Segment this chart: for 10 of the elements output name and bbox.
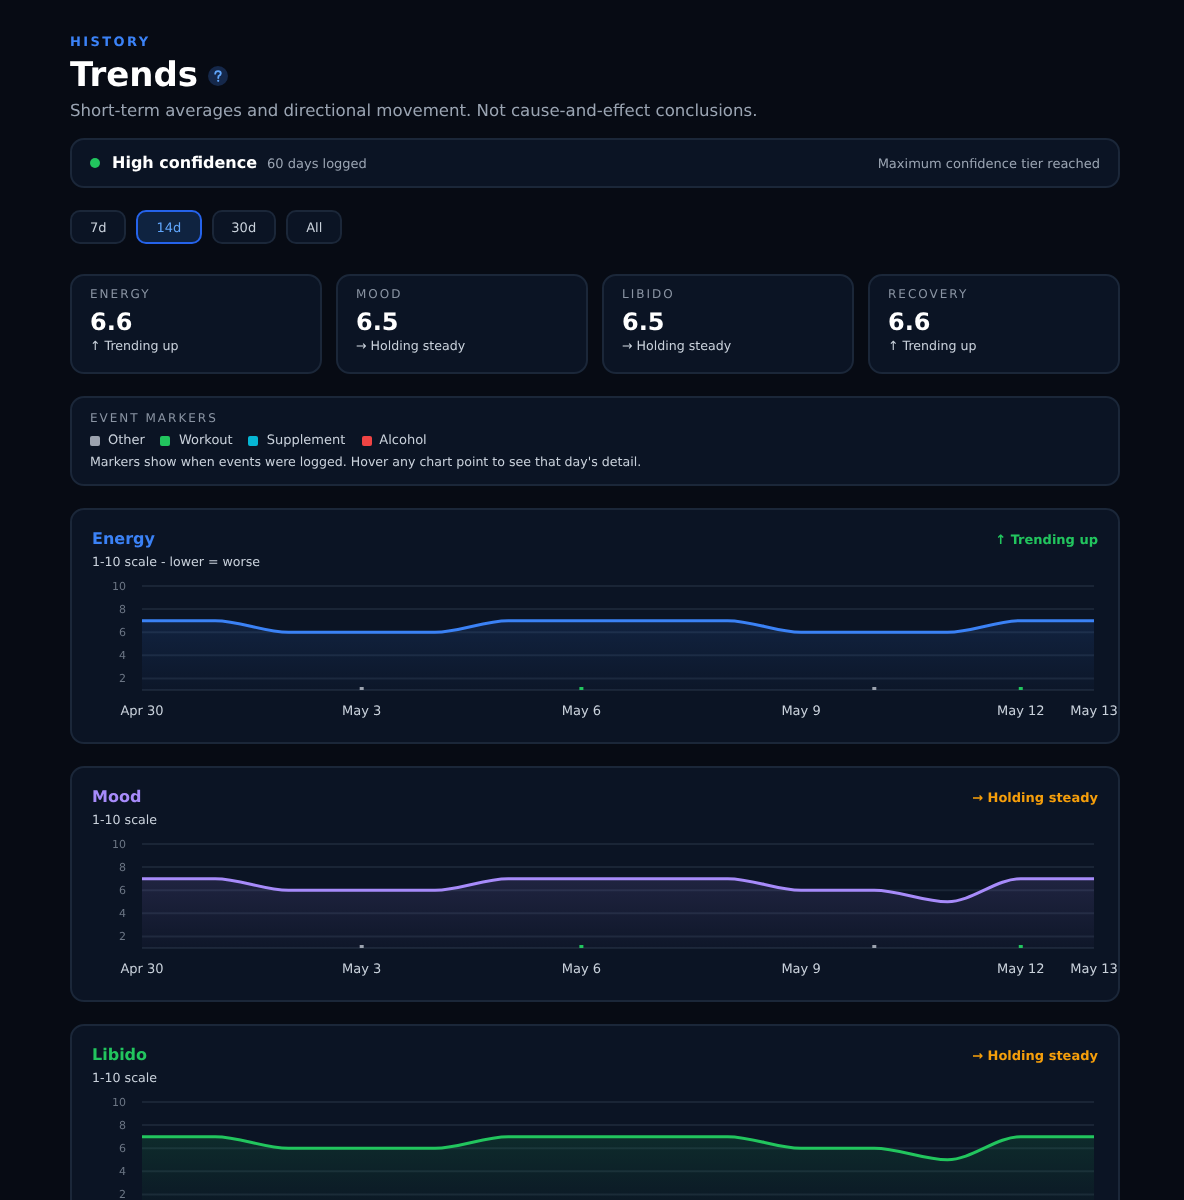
text: High confidence — [112, 154, 258, 172]
chart-title: Mood — [92, 788, 142, 806]
text: 6.6 — [90, 308, 135, 336]
text: 6.6 — [888, 308, 933, 336]
text: 6.5 — [622, 308, 667, 336]
text: 6.5 — [356, 308, 401, 336]
chart-title: Libido — [92, 1046, 148, 1064]
text: Short-term averages and directional movement. Not cause-and-effect conclusions. — [70, 100, 760, 120]
text: Trends — [70, 56, 199, 96]
chart-title: Energy — [92, 530, 155, 548]
